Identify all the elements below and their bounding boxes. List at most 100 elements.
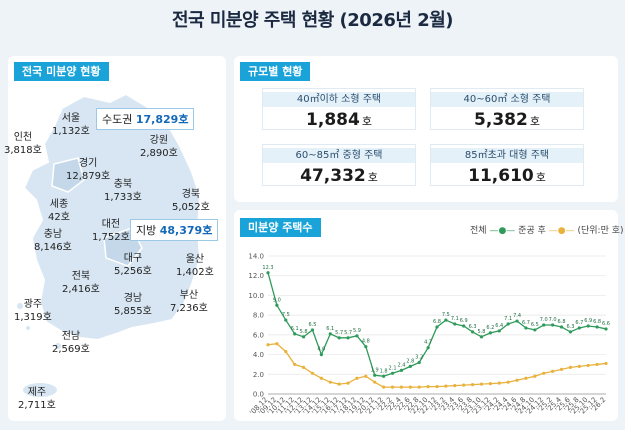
total-data-label: 6.3 (469, 324, 477, 330)
series-total-point (453, 322, 457, 326)
series-total-point (301, 335, 306, 339)
series-completed-point (373, 380, 377, 384)
series-total-point (364, 345, 368, 349)
region-sejong: 세종 42호 (48, 199, 70, 223)
series-total-point (515, 319, 519, 323)
series-completed-point (595, 362, 599, 367)
total-data-label: 6.8 (593, 319, 601, 325)
series-total-point (542, 323, 546, 327)
series-completed-point (328, 380, 332, 384)
size-cell-small-60: 40~60㎡ 소형 주택 5,382 호 (430, 88, 584, 130)
region-jeonnam: 전남 2,569호 (52, 331, 90, 355)
series-total-point (444, 318, 448, 322)
size-cell-label: 40~60㎡ 소형 주택 (431, 92, 583, 107)
series-total-point (284, 318, 288, 322)
series-completed-point (390, 385, 395, 389)
y-tick-label: 2.0 (253, 371, 264, 379)
provinces-total-box: 지방 48,379호 (130, 219, 219, 241)
total-data-label: 6.8 (433, 319, 441, 325)
total-data-label: 6.7 (575, 320, 583, 326)
series-total-point (266, 271, 270, 275)
region-jeju: 제주 2,711호 (18, 387, 56, 411)
region-gyeongnam: 경남 5,855호 (114, 293, 152, 317)
series-completed-point (266, 343, 270, 347)
series-completed-point (284, 350, 288, 354)
series-total-point (310, 328, 315, 332)
total-data-label: 7.0 (549, 317, 557, 323)
region-jeonbuk: 전북 2,416호 (62, 271, 100, 295)
series-completed-point (604, 361, 608, 366)
size-cell-value: 1,884 호 (306, 110, 372, 130)
total-data-label: 5.7 (344, 330, 352, 336)
unit-note: (단위:만 호) (577, 226, 624, 236)
total-data-label: 7.4 (513, 313, 521, 319)
size-cell-medium: 60~85㎡ 중형 주택 47,332 호 (262, 144, 416, 186)
total-data-label: 6.1 (326, 326, 334, 332)
series-total-point (559, 325, 564, 329)
region-chungnam: 충남 8,146호 (34, 229, 72, 253)
series-completed-point (337, 382, 341, 386)
series-total-point (470, 330, 475, 334)
region-busan: 부산 7,236호 (170, 290, 208, 314)
size-panel-header: 규모별 현황 (240, 62, 311, 81)
series-total-point (293, 332, 297, 336)
series-total-point (586, 324, 590, 328)
series-completed-point (275, 342, 279, 346)
total-data-label: 7.1 (504, 316, 512, 322)
series-completed-point (355, 376, 359, 380)
series-total-point (604, 327, 608, 331)
series-completed-point (426, 385, 430, 389)
series-completed-point (310, 371, 315, 375)
total-data-label: 7.0 (540, 317, 548, 323)
series-completed-point (470, 383, 475, 387)
series-completed-point (301, 365, 306, 369)
region-daejeon: 대전 1,752호 (92, 219, 130, 243)
capital-value: 17,829호 (135, 113, 189, 126)
total-data-label: 5.9 (353, 328, 361, 334)
series-completed-point (551, 369, 555, 373)
series-total-point (524, 326, 528, 330)
series-total-point (328, 332, 332, 336)
page-title: 전국 미분양 주택 현황 (2026년 2월) (171, 10, 454, 31)
total-data-label: 7.5 (442, 312, 450, 318)
total-data-label: 6.6 (602, 321, 610, 327)
series-total-point (275, 303, 279, 307)
y-tick-label: 0.0 (253, 391, 264, 399)
series-completed-point (568, 365, 573, 369)
total-data-label: 9.0 (273, 297, 281, 303)
region-gwangju: 광주 1,319호 (14, 299, 52, 323)
series-total-point (319, 352, 323, 357)
region-ulsan: 울산 1,402호 (176, 254, 214, 278)
total-data-label: 6.5 (308, 322, 316, 328)
region-gangwon: 강원 2,890호 (140, 135, 178, 159)
series-total-point (533, 328, 537, 332)
provinces-label: 지방 (136, 224, 157, 237)
y-tick-label: 6.0 (253, 331, 264, 339)
total-data-label: 2.4 (397, 362, 405, 368)
total-data-label: 7.1 (451, 316, 459, 322)
y-tick-label: 12.0 (248, 272, 264, 280)
series-completed-point (364, 374, 368, 378)
series-completed-point (559, 367, 564, 371)
total-data-label: 6.7 (522, 320, 530, 326)
size-cell-label: 85㎡초과 대형 주택 (431, 148, 583, 163)
series-completed-point (497, 381, 501, 385)
y-tick-label: 4.0 (253, 351, 264, 359)
series-completed-point (417, 385, 421, 389)
capital-label: 수도권 (102, 113, 133, 126)
series-total-point (497, 329, 501, 333)
size-cell-value: 47,332 호 (300, 166, 378, 186)
total-data-label: 5.8 (300, 329, 308, 335)
series-total-point (479, 335, 484, 339)
total-data-label: 2.8 (406, 358, 414, 364)
total-data-label: 7.5 (282, 312, 290, 318)
series-completed-point (408, 385, 412, 389)
series-completed-point (346, 381, 350, 385)
total-data-label: 6.3 (566, 324, 574, 330)
size-cell-large: 85㎡초과 대형 주택 11,610 호 (430, 144, 584, 186)
series-total-point (462, 324, 466, 328)
series-total-point (408, 364, 412, 368)
series-total-point (506, 322, 510, 326)
trend-panel: 미분양 주택수 (234, 210, 618, 421)
series-total-point (568, 330, 573, 334)
